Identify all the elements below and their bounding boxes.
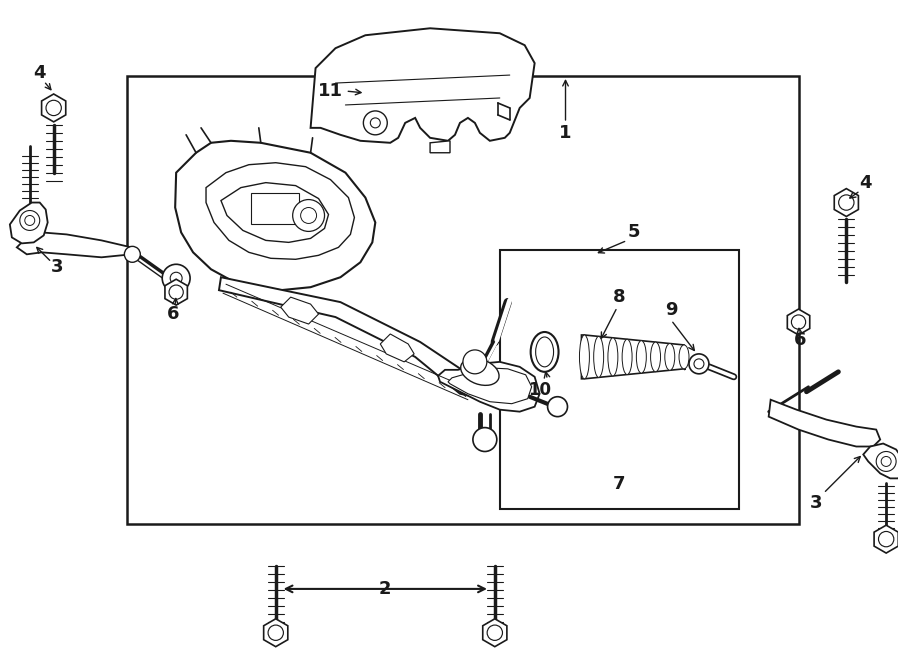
Text: 3: 3: [50, 258, 63, 276]
Ellipse shape: [536, 337, 554, 367]
Polygon shape: [769, 400, 880, 446]
Text: 6: 6: [795, 331, 806, 349]
Circle shape: [472, 428, 497, 451]
Text: 11: 11: [318, 82, 343, 100]
Circle shape: [169, 285, 184, 299]
Circle shape: [124, 246, 140, 262]
Polygon shape: [874, 525, 898, 553]
Circle shape: [46, 100, 61, 116]
Circle shape: [839, 195, 854, 211]
Ellipse shape: [461, 358, 500, 385]
Polygon shape: [41, 94, 66, 122]
Circle shape: [162, 264, 190, 292]
Circle shape: [878, 532, 894, 547]
Text: 3: 3: [810, 495, 823, 512]
Polygon shape: [430, 141, 450, 153]
Ellipse shape: [679, 345, 689, 369]
Bar: [251, 193, 299, 224]
Polygon shape: [264, 619, 288, 647]
Text: 6: 6: [166, 305, 179, 323]
Polygon shape: [438, 362, 540, 412]
Circle shape: [292, 199, 325, 232]
Circle shape: [689, 354, 709, 374]
Polygon shape: [482, 619, 507, 647]
Polygon shape: [219, 277, 480, 397]
Circle shape: [268, 625, 284, 640]
Bar: [128, 76, 798, 524]
Circle shape: [881, 457, 891, 467]
Polygon shape: [165, 279, 187, 305]
Circle shape: [487, 625, 502, 640]
Polygon shape: [863, 444, 900, 479]
Ellipse shape: [622, 339, 632, 375]
Polygon shape: [788, 309, 810, 335]
Text: 9: 9: [665, 301, 678, 319]
Text: 4: 4: [33, 64, 46, 82]
Text: 1: 1: [559, 124, 572, 142]
Polygon shape: [581, 335, 685, 379]
Polygon shape: [834, 189, 859, 216]
Polygon shape: [381, 334, 414, 362]
Circle shape: [694, 359, 704, 369]
Ellipse shape: [665, 344, 675, 370]
Text: 10: 10: [528, 381, 551, 399]
Circle shape: [364, 111, 387, 135]
Bar: [500, 250, 739, 509]
Text: 5: 5: [628, 223, 641, 242]
Text: 2: 2: [379, 580, 392, 598]
Circle shape: [463, 350, 487, 374]
Circle shape: [20, 211, 40, 230]
Circle shape: [370, 118, 381, 128]
Ellipse shape: [594, 336, 604, 377]
Ellipse shape: [531, 332, 559, 372]
Circle shape: [547, 397, 568, 416]
Polygon shape: [10, 203, 48, 244]
Polygon shape: [176, 141, 375, 290]
Circle shape: [170, 272, 182, 284]
Polygon shape: [17, 232, 131, 258]
Circle shape: [877, 451, 896, 471]
Text: 8: 8: [613, 288, 626, 306]
Ellipse shape: [608, 338, 618, 376]
Polygon shape: [281, 297, 319, 324]
Text: 4: 4: [859, 173, 871, 191]
Polygon shape: [206, 163, 355, 260]
Polygon shape: [448, 368, 532, 404]
Circle shape: [25, 216, 35, 226]
Circle shape: [791, 315, 806, 329]
Polygon shape: [310, 28, 535, 143]
Ellipse shape: [651, 342, 661, 371]
Ellipse shape: [636, 341, 646, 373]
Polygon shape: [221, 183, 328, 242]
Ellipse shape: [580, 335, 590, 379]
Circle shape: [301, 207, 317, 224]
Text: 7: 7: [613, 475, 626, 493]
